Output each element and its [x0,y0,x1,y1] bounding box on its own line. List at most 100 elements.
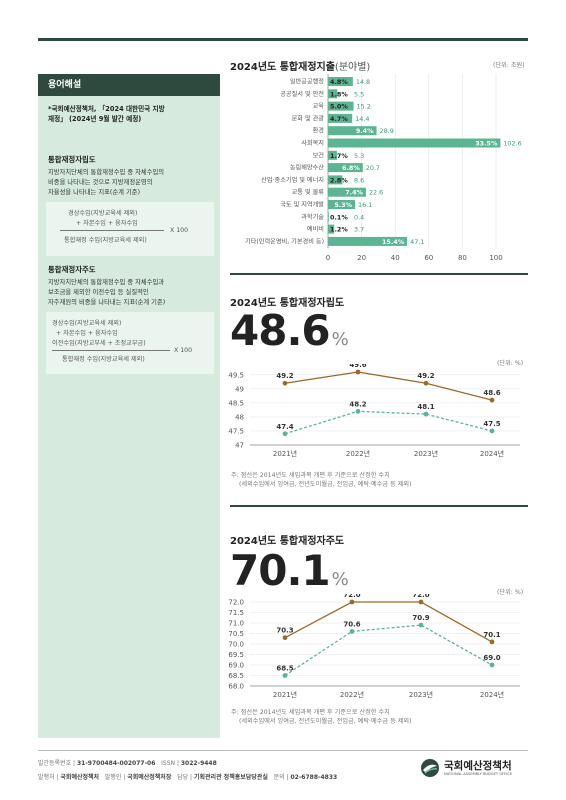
value-label: 5.5 [354,90,364,98]
top-rule [38,38,528,41]
logo-name-ko: 국회예산정책처 [444,760,512,772]
spending-chart-title: 2024년도 통합재정지출(분야별) [230,58,370,73]
value-label: 28.9 [380,127,394,135]
data-label: 47.5 [483,420,500,428]
data-point [489,397,495,403]
solid-series-line [284,371,493,401]
category-label: 교통 및 물류 [292,189,325,196]
y-tick-label: 70.0 [228,641,244,649]
footer-rule [38,750,528,751]
logo-name-en: NATIONAL ASSEMBLY BUDGET OFFICE [444,772,513,776]
def2-line-1: 지방자치단체의 통합재정수입 중 자체수입과 [48,279,165,286]
share-label: 4.8% [330,78,348,86]
share-label: 15.4% [382,238,405,246]
def1-text: 지방자치단체의 통합재정수입 중 자체수입의 비중을 나타내는 것으로 지방재정… [48,168,212,198]
issuer-label: 발행인 [104,774,122,781]
def1-numerator-1: 경상수입(지방교육세 제외) [68,210,138,217]
category-label: 산업·중소기업 및 에너지 [261,176,324,184]
bar [328,113,353,123]
data-point [349,629,355,634]
share-label: 0.1% [330,213,348,221]
def2-multiplier: X 100 [174,347,193,354]
y-tick-label: 71.0 [228,620,244,628]
x-tick-label: 2022년 [340,690,364,699]
def1-numerator-2: + 자본수입 + 융자수입 [76,220,138,227]
def2-numerator-1: 경상수입(지방교육세 제외) [52,320,122,327]
data-label: 70.1 [483,631,500,639]
publisher-label: 발행처 [38,774,55,781]
charge-value: 기획관리관 정책홍보담당관실 [193,774,268,781]
autonomy-line-chart: 72.0 71.5 71.0 70.5 70.0 69.5 69.0 68.5 68.0 2021… [228,594,520,699]
x-tick-label: 2023년 [414,449,438,458]
data-point [282,673,288,678]
category-label: 예비비 [307,225,324,233]
def1-line-3: 자율성을 나타내는 지표(순계 기준) [48,189,141,196]
share-label: 33.5% [475,140,498,148]
data-label: 72.0 [343,594,360,599]
x-tick-label: 2023년 [409,690,433,699]
data-point [489,428,495,434]
y-tick-label: 48 [235,413,244,421]
autonomy-headline: 70.1% [230,546,349,595]
value-label: 102.6 [503,140,521,148]
category-label: 보건 [313,151,325,159]
data-label: 49.6 [349,364,366,369]
data-label: 48.1 [417,403,434,411]
self-reliance-headline: 48.6% [230,306,349,355]
y-tick-label: 72.0 [228,599,244,607]
category-label: 농림해양수산 [290,164,324,172]
y-tick-label: 69.5 [228,651,244,659]
section-divider-2 [230,505,528,507]
glossary-panel: 용어해설 *국회예산정책처, 「2024 대한민국 지방 재정」 (2024년 … [38,74,220,738]
footer-line-2: 발행처 | 국회예산정책처 발행인 | 국회예산정책처장 담당 | 기획관리관 … [38,774,338,781]
share-label: 5.3% [334,201,352,209]
contact-label: 문의 [273,774,285,781]
data-label: 48.2 [349,400,366,408]
x-tick-label: 20 [357,254,366,262]
charge-label: 담당 [177,774,189,781]
y-tick-label: 49.5 [228,371,244,379]
value-label: 0.4 [354,213,364,221]
y-tick-label: 48.5 [228,399,244,407]
data-point [418,599,424,605]
data-label: 48.6 [483,389,500,397]
category-label: 교육 [313,103,325,110]
data-label: 70.6 [343,620,360,628]
data-label: 72.0 [412,594,429,599]
data-point [423,380,429,386]
autonomy-note-2: (세외수입에서 잉여금, 전년도이월금, 전입금, 예탁·예수금 등 제외) [239,718,412,725]
dashed-series-line [284,624,493,677]
data-label: 70.3 [276,627,293,635]
value-label: 22.6 [369,189,383,197]
data-label: 69.0 [483,654,500,662]
y-tick-label: 47.5 [228,427,244,435]
issn-label: ISSN [161,760,176,767]
share-label: 7.4% [345,189,363,197]
y-tick-label: 71.5 [228,609,244,617]
data-point [349,599,355,605]
category-label: 과학기술 [301,213,324,221]
def1-line-1: 지방자치단체의 통합재정수입 중 자체수입의 [48,169,165,176]
def2-numerator-3: 이전수입(지방교부세 + 조정교부금) [52,340,146,347]
bar [328,77,353,86]
self-reliance-unit: (단위: %) [497,360,524,367]
data-point [282,380,288,386]
bar [328,175,343,185]
share-label: 2.8% [330,176,348,184]
source-line-1: *국회예산정책처, 「2024 대한민국 지방 [48,105,165,113]
bar [328,200,356,209]
bar [328,224,335,234]
def1-heading: 통합재정자립도 [48,155,96,164]
contact-value: 02-6788-4833 [290,774,338,781]
value-label: 8.6 [354,176,364,184]
x-tick-label: 2021년 [273,690,297,699]
autonomy-value: 70.1 [230,546,331,595]
value-label: 15.2 [357,103,371,111]
value-label: 16.1 [358,201,372,209]
data-point [282,431,288,437]
category-label: 문화 및 관광 [292,114,325,122]
bar [328,150,337,160]
def2-denominator: 통합재정 수입(지방교육세 제외) [62,356,145,363]
spending-bar-chart: 0 20 40 60 80 100 일반공공행정 4.8% 14.8 공공질서 및 안전 1.8% 5… [245,74,522,262]
reg-value: 31-9700484-002077-06 [76,760,156,767]
